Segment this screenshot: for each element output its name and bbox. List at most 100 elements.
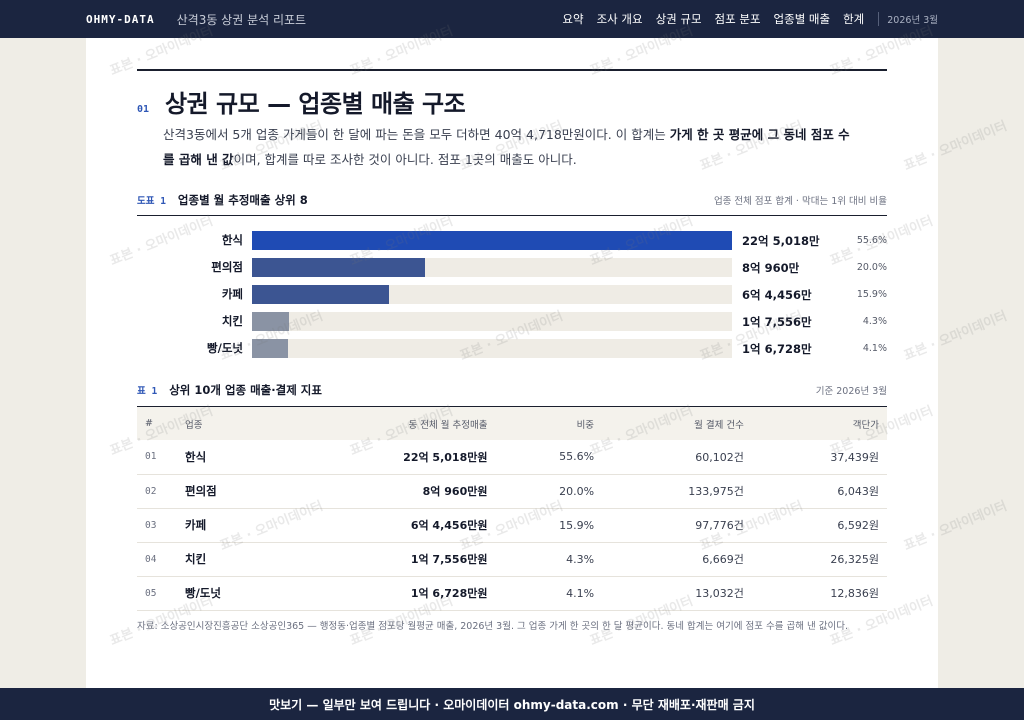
cell-avg-ticket: 26,325원: [751, 542, 887, 577]
report-title: 산격3동 상권 분석 리포트: [176, 12, 307, 27]
cell-transactions: 133,975건: [602, 474, 752, 509]
figure-rule: [137, 215, 887, 216]
cell-share: 4.1%: [495, 576, 603, 611]
sector-metrics-table: # 업종 동 전체 월 추정매출 비중 월 결제 건수 객단가 01 한식 22억 …: [137, 407, 887, 611]
nav-summary[interactable]: 요약: [562, 12, 584, 26]
cell-sales: 22억 5,018만원: [285, 440, 496, 475]
bar-track: [252, 231, 732, 250]
table-row: 02 편의점 8억 960만원 20.0% 133,975건 6,043원: [137, 474, 887, 509]
section-title: 상권 규모 — 업종별 매출 구조: [165, 90, 466, 118]
bar-track: [252, 312, 732, 331]
bar-value-label: 8억 960만: [742, 261, 800, 275]
cell-avg-ticket: 6,592원: [751, 508, 887, 543]
nav-market-size[interactable]: 상권 규모: [655, 12, 702, 26]
bar-category-label: 카페: [221, 287, 243, 301]
bar: [252, 231, 732, 250]
nav-limitations[interactable]: 한계: [843, 12, 865, 26]
cell-share: 20.0%: [495, 474, 603, 509]
table-tag: 표 1: [137, 386, 158, 397]
report-sheet: 01 상권 규모 — 업종별 매출 구조 산격3동에서 5개 업종 가게들이 한…: [86, 38, 938, 688]
cell-avg-ticket: 37,439원: [751, 440, 887, 475]
table-row: 03 카페 6억 4,456만원 15.9% 97,776건 6,592원: [137, 508, 887, 543]
bar-category-label: 한식: [221, 233, 243, 247]
section-number: 01: [137, 104, 150, 115]
table-title: 상위 10개 업종 매출·결제 지표: [169, 383, 322, 397]
section-lead: 산격3동에서 5개 업종 가게들이 한 달에 파는 돈을 모두 더하면 40억 …: [163, 122, 853, 172]
col-sector: 업종: [177, 407, 286, 440]
bar-value-label: 1억 7,556만: [742, 315, 812, 329]
preview-footer: 맛보기 — 일부만 보여 드립니다 · 오마이데이터 ohmy-data.com…: [0, 688, 1024, 720]
col-sales: 동 전체 월 추정매출: [285, 407, 496, 440]
cell-sales: 8억 960만원: [285, 474, 496, 509]
cell-index: 04: [137, 542, 177, 577]
bar-row: 카페 6억 4,456만 15.9%: [137, 285, 887, 304]
col-transactions: 월 결제 건수: [602, 407, 752, 440]
bar-value-label: 22억 5,018만: [742, 234, 820, 248]
cell-sales: 6억 4,456만원: [285, 508, 496, 543]
cell-index: 03: [137, 508, 177, 543]
table-rule: [137, 406, 887, 407]
table-row: 01 한식 22억 5,018만원 55.6% 60,102건 37,439원: [137, 440, 887, 475]
cell-share: 15.9%: [495, 508, 603, 543]
lead-text-2: 이며, 합계를 따로 조사한 것이 아니다. 점포 1곳의 매출도 아니다.: [233, 152, 577, 167]
cell-index: 05: [137, 576, 177, 611]
cell-sector: 카페: [177, 508, 286, 543]
table-header: 표 1 상위 10개 업종 매출·결제 지표 기준 2026년 3월: [137, 382, 887, 398]
table-row: 04 치킨 1억 7,556만원 4.3% 6,669건 26,325원: [137, 542, 887, 577]
cell-transactions: 13,032건: [602, 576, 752, 611]
cell-avg-ticket: 6,043원: [751, 474, 887, 509]
top-bar: OHMY-DATA 산격3동 상권 분석 리포트 요약 조사 개요 상권 규모 …: [0, 0, 1024, 38]
lead-bold: 가게 한 곳 평균에 그 동네 점포 수를 곱해 낸 값: [163, 127, 850, 167]
bar-track: [252, 285, 732, 304]
col-index: #: [137, 407, 177, 440]
source-note: 자료: 소상공인시장진흥공단 소상공인365 — 행정동·업종별 점포당 월평균…: [137, 621, 849, 632]
cell-transactions: 6,669건: [602, 542, 752, 577]
cell-sales: 1억 7,556만원: [285, 542, 496, 577]
section-top-rule: [137, 69, 887, 71]
col-avg-ticket: 객단가: [751, 407, 887, 440]
cell-share: 55.6%: [495, 440, 603, 475]
bar-row: 편의점 8억 960만 20.0%: [137, 258, 887, 277]
col-share: 비중: [495, 407, 603, 440]
bar-row: 한식 22억 5,018만 55.6%: [137, 231, 887, 250]
bar: [252, 312, 290, 331]
lead-text-1: 산격3동에서 5개 업종 가게들이 한 달에 파는 돈을 모두 더하면 40억 …: [163, 127, 670, 142]
cell-sales: 1억 6,728만원: [285, 576, 496, 611]
bar: [252, 258, 425, 277]
cell-sector: 편의점: [177, 474, 286, 509]
nav-overview[interactable]: 조사 개요: [596, 12, 643, 26]
table-body: 01 한식 22억 5,018만원 55.6% 60,102건 37,439원 02 편의점 8…: [137, 440, 887, 611]
table-header-row: # 업종 동 전체 월 추정매출 비중 월 결제 건수 객단가: [137, 407, 887, 440]
brand-logo[interactable]: OHMY-DATA: [86, 12, 155, 26]
top-nav: 요약 조사 개요 상권 규모 점포 분포 업종별 매출 한계 2026년 3월: [549, 11, 938, 27]
nav-sales-by-sector[interactable]: 업종별 매출: [773, 12, 831, 26]
bar-row: 치킨 1억 7,556만 4.3%: [137, 312, 887, 331]
bar-category-label: 치킨: [221, 314, 243, 328]
cell-sector: 치킨: [177, 542, 286, 577]
figure-title: 업종별 월 추정매출 상위 8: [177, 193, 308, 207]
cell-transactions: 60,102건: [602, 440, 752, 475]
nav-divider: [878, 12, 880, 26]
cell-share: 4.3%: [495, 542, 603, 577]
bar-share-label: 4.1%: [862, 343, 887, 354]
figure-tag: 도표 1: [137, 196, 166, 207]
bar-row: 빵/도넛 1억 6,728만 4.1%: [137, 339, 887, 358]
bar-share-label: 4.3%: [862, 316, 887, 327]
cell-avg-ticket: 12,836원: [751, 576, 887, 611]
table-row: 05 빵/도넛 1억 6,728만원 4.1% 13,032건 12,836원: [137, 576, 887, 611]
bar-share-label: 15.9%: [856, 289, 887, 300]
bar-value-label: 6억 4,456만: [742, 288, 812, 302]
figure-note: 업종 전체 점포 합계 · 막대는 1위 대비 비율: [713, 196, 887, 207]
table-note: 기준 2026년 3월: [815, 386, 887, 397]
bar-share-label: 20.0%: [856, 262, 887, 273]
cell-sector: 한식: [177, 440, 286, 475]
bar-category-label: 편의점: [211, 260, 243, 274]
cell-sector: 빵/도넛: [177, 576, 286, 611]
bar: [252, 285, 390, 304]
cell-index: 01: [137, 440, 177, 475]
bar-track: [252, 339, 732, 358]
bar-category-label: 빵/도넛: [207, 341, 243, 355]
figure-header: 도표 1 업종별 월 추정매출 상위 8 업종 전체 점포 합계 · 막대는 1…: [137, 192, 887, 208]
bar: [252, 339, 288, 358]
nav-store-distribution[interactable]: 점포 분포: [714, 12, 761, 26]
